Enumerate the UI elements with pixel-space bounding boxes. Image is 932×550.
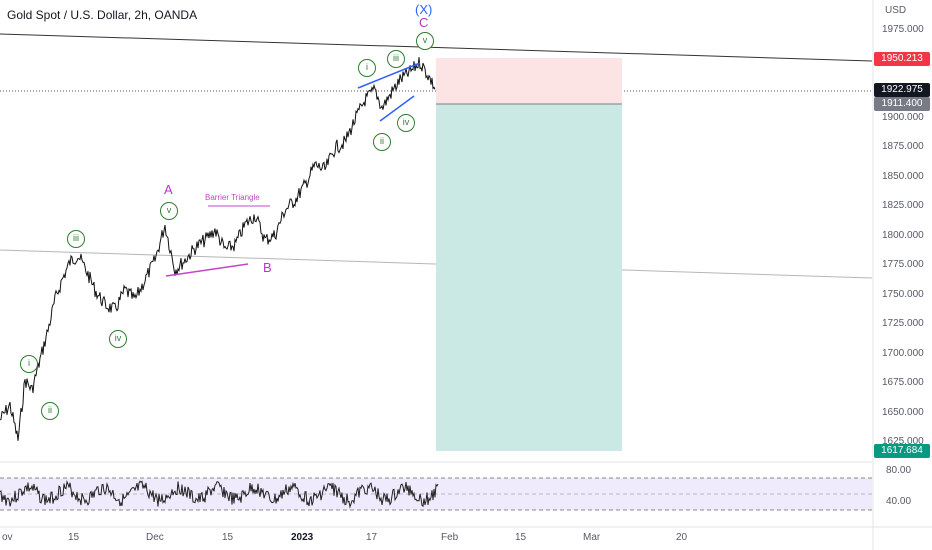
rsi-label: 40.00 [886,496,912,507]
entry-price-badge[interactable]: 1911.400 [874,97,930,111]
stop-zone[interactable] [436,58,622,104]
price-label: 1775.000 [882,259,924,270]
time-label: Feb [441,532,459,543]
target-zone[interactable] [436,104,622,451]
price-label: 1750.000 [882,289,924,300]
price-label: 1900.000 [882,112,924,123]
time-label: 17 [366,532,378,543]
time-label: 2023 [291,532,314,543]
rsi-line [0,480,439,509]
upper-trendline[interactable] [0,33,873,62]
price-label: 1725.000 [882,318,924,329]
time-label: 20 [676,532,688,543]
wave-label-ii-2[interactable]: ii [373,133,391,151]
wave-letter-b[interactable]: B [263,260,272,275]
currency-label: USD [885,5,907,16]
symbol-title: Gold Spot / U.S. Dollar, 2h, OANDA [7,8,198,22]
wave-letter-a[interactable]: A [164,182,173,197]
price-label: 1700.000 [882,348,924,359]
wave-label-i[interactable]: i [20,355,38,373]
time-label: Dec [146,532,164,543]
time-label: Mar [583,532,601,543]
rsi-label: 80.00 [886,465,912,476]
price-label: 1675.000 [882,377,924,388]
triangle-upper-line[interactable] [357,62,421,89]
wave-label-v-2[interactable]: v [416,32,434,50]
wave-label-iii-2[interactable]: iii [387,50,405,68]
time-label: 15 [222,532,234,543]
wave-label-iii[interactable]: iii [67,230,85,248]
wave-label-iv[interactable]: iv [109,330,127,348]
price-bars [0,57,436,441]
time-label: ov [2,532,13,543]
price-label: 1650.000 [882,407,924,418]
target-price-badge[interactable]: 1617.684 [874,444,930,458]
price-label: 1850.000 [882,171,924,182]
wave-label-v[interactable]: v [160,202,178,220]
wave-letter-c[interactable]: C [419,15,429,30]
price-label: 1825.000 [882,200,924,211]
price-label: 1975.000 [882,24,924,35]
barrier-triangle-label: Barrier Triangle [205,193,260,202]
wave-letter-x[interactable]: (X) [415,2,433,17]
price-label: 1800.000 [882,230,924,241]
stop-price-badge[interactable]: 1950.213 [874,52,930,66]
price-label: 1875.000 [882,141,924,152]
wave-label-ii[interactable]: ii [41,402,59,420]
current-price-badge[interactable]: 1922.975 [874,83,930,97]
triangle-lower-line[interactable] [379,95,415,122]
time-label: 15 [515,532,527,543]
wave-label-iv-2[interactable]: iv [397,114,415,132]
barrier-lower-line[interactable] [165,263,249,277]
time-label: 15 [68,532,80,543]
wave-label-i-2[interactable]: i [358,59,376,77]
price-label: 1625.000 [882,436,924,447]
